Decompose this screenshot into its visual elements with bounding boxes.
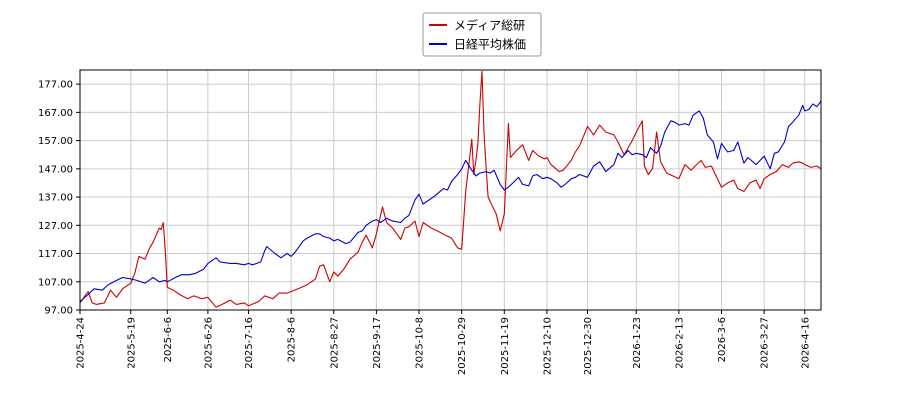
- x-tick-label: 2026-1-23: [632, 317, 643, 369]
- x-tick-label: 2025-8-6: [287, 317, 298, 362]
- y-axis: 97.00 107.00 117.00 127.00 137.00 147.00 157.0…: [38, 80, 80, 317]
- series-line-media: [79, 70, 822, 308]
- x-tick-label: 2025-7-16: [244, 317, 255, 369]
- x-axis: 2025-4-24 2025-5-19 2025-6-6 2025-6-26 2025-…: [76, 310, 811, 375]
- y-tick-label: 127.00: [38, 221, 73, 232]
- legend: メディア総研 日経平均株価: [422, 12, 542, 57]
- x-tick-label: 2025-12-30: [583, 317, 594, 375]
- x-tick-label: 2026-3-6: [717, 317, 728, 362]
- x-tick-label: 2025-6-26: [203, 317, 214, 369]
- series-line-nikkei: [79, 100, 822, 302]
- x-tick-label: 2026-3-27: [760, 317, 771, 369]
- x-tick-label: 2025-8-27: [329, 317, 340, 369]
- y-tick-label: 167.00: [38, 108, 73, 119]
- x-tick-label: 2025-9-17: [372, 317, 383, 369]
- x-tick-label: 2025-10-8: [415, 317, 426, 369]
- y-tick-label: 157.00: [38, 136, 73, 147]
- y-tick-label: 177.00: [38, 80, 73, 91]
- y-tick-label: 97.00: [44, 306, 73, 317]
- x-tick-label: 2025-6-6: [163, 317, 174, 362]
- legend-label-media: メディア総研: [454, 18, 525, 33]
- y-tick-label: 137.00: [38, 193, 73, 204]
- series-lines: [79, 70, 822, 308]
- legend-box: [422, 12, 542, 57]
- x-tick-label: 2025-11-19: [500, 317, 511, 375]
- x-tick-label: 2025-10-29: [457, 317, 468, 375]
- y-tick-label: 117.00: [38, 249, 73, 260]
- legend-label-nikkei: 日経平均株価: [454, 37, 526, 52]
- plot-frame: [79, 69, 822, 311]
- y-tick-label: 147.00: [38, 164, 73, 175]
- x-tick-label: 2025-5-19: [126, 317, 137, 369]
- x-tick-label: 2025-12-10: [542, 317, 553, 375]
- x-tick-label: 2025-4-24: [76, 317, 87, 369]
- x-tick-label: 2026-2-13: [674, 317, 685, 369]
- y-tick-label: 107.00: [38, 277, 73, 288]
- plot-background: [80, 70, 821, 310]
- x-tick-label: 2026-4-16: [800, 317, 811, 369]
